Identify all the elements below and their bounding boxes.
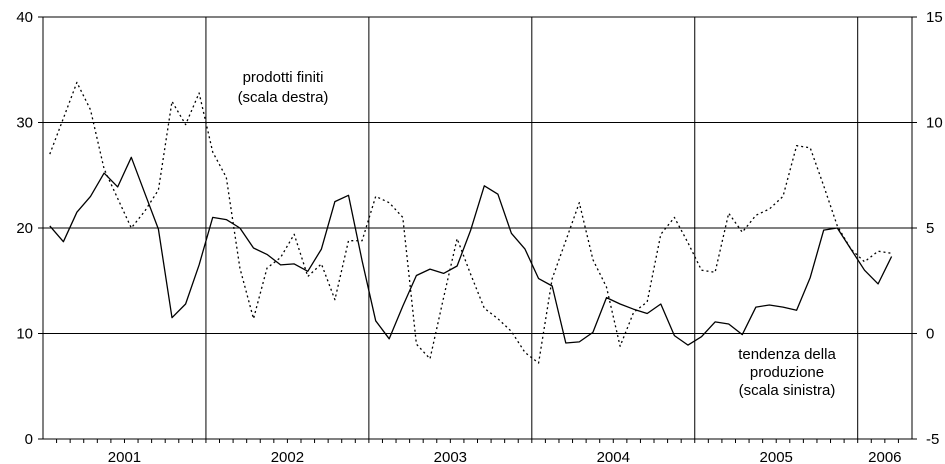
right-tick-label: 0 <box>926 326 934 343</box>
x-tick-label-2005: 2005 <box>760 449 793 464</box>
annotation-tendenza-line-1: tendenza della <box>738 346 836 363</box>
annotation-prodotti-finiti-line-2: (scala destra) <box>238 89 329 106</box>
x-tick-label-2004: 2004 <box>597 449 630 464</box>
x-tick-label-2006: 2006 <box>868 449 901 464</box>
series-prodotti-finiti-line <box>49 81 892 364</box>
right-tick-label: 5 <box>926 220 934 237</box>
right-tick-label: 15 <box>926 9 943 26</box>
month-ticks <box>56 439 899 443</box>
year-dividers <box>205 17 859 439</box>
left-tick-label: 40 <box>16 9 33 26</box>
x-tick-label-2001: 2001 <box>108 449 141 464</box>
series-layer <box>49 81 893 364</box>
x-tick-label-2002: 2002 <box>271 449 304 464</box>
right-tick-label: -5 <box>926 431 939 448</box>
left-tick-label: 20 <box>16 220 33 237</box>
annotation-tendenza-line-3: (scala sinistra) <box>739 382 836 399</box>
left-tick-label: 30 <box>16 115 33 132</box>
grid <box>43 122 912 334</box>
x-tick-label-2003: 2003 <box>434 449 467 464</box>
left-tick-label: 0 <box>25 431 33 448</box>
annotation-prodotti-finiti-line-1: prodotti finiti <box>243 69 324 86</box>
series-tendenza-line <box>49 156 893 346</box>
left-axis-ticks: 0 10 20 30 40 <box>16 9 43 448</box>
right-axis-ticks: -5 0 5 10 15 <box>912 9 943 448</box>
right-tick-label: 10 <box>926 115 943 132</box>
left-tick-label: 10 <box>16 326 33 343</box>
x-axis-labels: 2001 2002 2003 2004 2005 2006 <box>108 449 902 464</box>
annotation-tendenza-line-2: produzione <box>750 364 824 381</box>
